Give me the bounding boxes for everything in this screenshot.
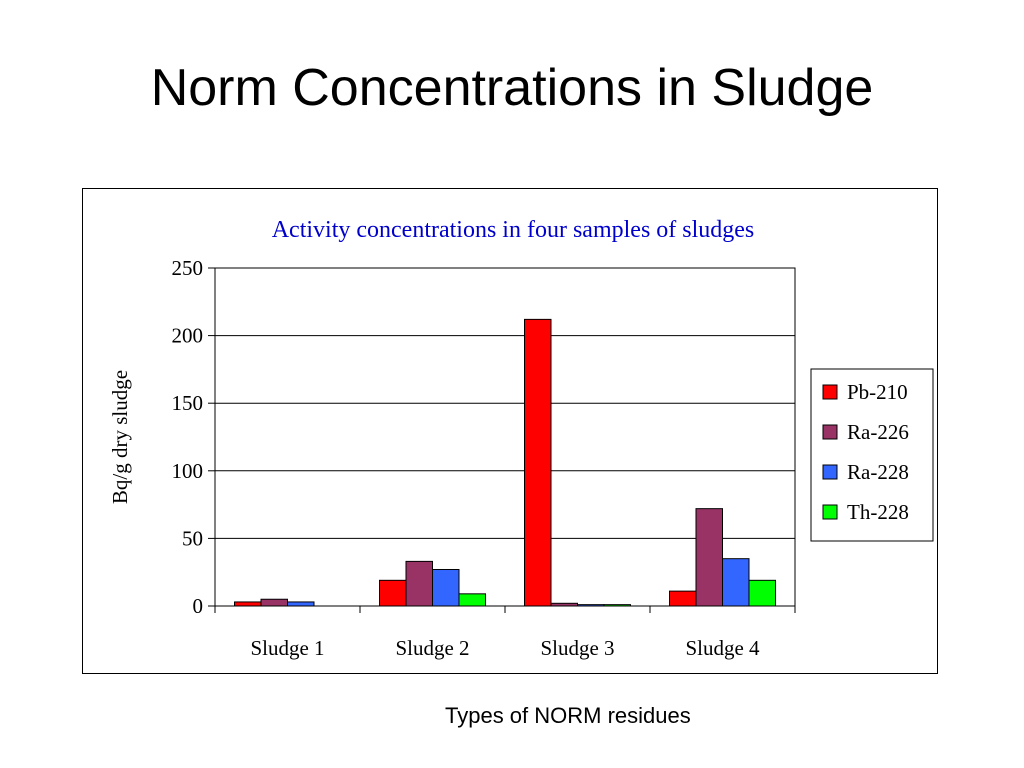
legend-swatch (822, 384, 838, 400)
x-tick-label: Sludge 2 (395, 636, 469, 660)
bar-pb-210-sludge-2 (379, 579, 407, 607)
y-tick-label: 50 (182, 526, 203, 550)
bars (234, 318, 776, 607)
y-tick-label: 0 (193, 594, 204, 618)
bar-pb-210-sludge-4 (669, 590, 697, 607)
bar-ra-226-sludge-1 (260, 598, 288, 607)
x-axis-caption: Types of NORM residues (445, 703, 691, 728)
gridlines (215, 267, 795, 539)
legend-swatch (822, 424, 838, 440)
bar-th-228-sludge-2 (458, 593, 486, 607)
bar-chart: Activity concentrations in four samples … (108, 217, 934, 660)
legend: Pb-210 Ra-226 Ra-228 Th-228 (810, 368, 934, 542)
legend-label: Ra-228 (847, 460, 909, 484)
x-tick-label: Sludge 3 (540, 636, 614, 660)
legend-swatch (822, 464, 838, 480)
legend-label: Th-228 (847, 500, 909, 524)
x-tick-label: Sludge 4 (685, 636, 760, 660)
bar-ra-226-sludge-4 (695, 508, 723, 607)
bar-ra-228-sludge-1 (287, 601, 315, 607)
bar-pb-210-sludge-1 (234, 601, 262, 607)
y-tick-label: 150 (172, 391, 204, 415)
y-axis-label: Bq/g dry sludge (108, 370, 132, 504)
bar-pb-210-sludge-3 (524, 318, 552, 607)
bar-ra-228-sludge-4 (722, 558, 750, 607)
axes: 0 50 100 150 200 250 Sludge 1 Sludge 2 Sludge 3 S… (172, 256, 796, 660)
legend-swatch (822, 504, 838, 520)
bar-th-228-sludge-4 (748, 579, 776, 607)
bar-ra-226-sludge-2 (405, 560, 433, 607)
chart-frame: Activity concentrations in four samples … (82, 188, 938, 674)
legend-label: Ra-226 (847, 420, 909, 444)
y-tick-label: 100 (172, 459, 204, 483)
chart-title: Activity concentrations in four samples … (272, 217, 755, 243)
x-tick-label: Sludge 1 (250, 636, 324, 660)
legend-label: Pb-210 (847, 380, 908, 404)
y-tick-label: 250 (172, 256, 204, 280)
y-tick-label: 200 (172, 324, 204, 348)
bar-ra-228-sludge-2 (432, 568, 460, 607)
slide-title: Norm Concentrations in Sludge (150, 59, 874, 117)
